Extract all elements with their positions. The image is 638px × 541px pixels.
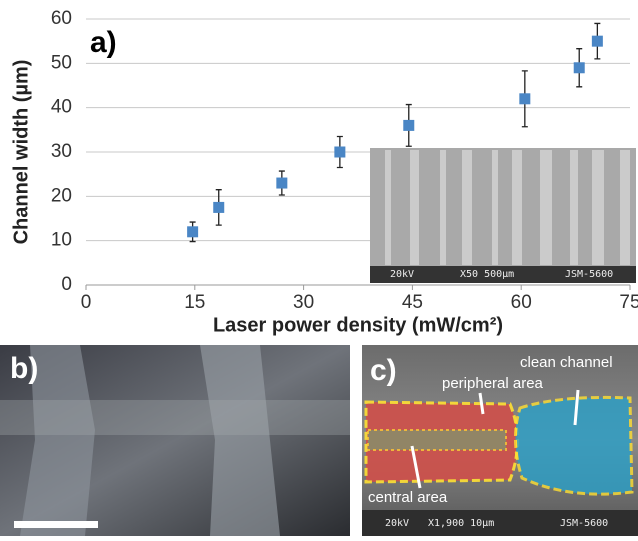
point bbox=[574, 62, 585, 73]
y-tick-label: 0 bbox=[61, 274, 72, 295]
annotation: clean channel bbox=[520, 354, 613, 371]
y-tick-label: 50 bbox=[51, 52, 72, 73]
x-tick-label: 30 bbox=[293, 292, 314, 313]
point bbox=[276, 178, 287, 189]
inset-voltage: 20kV bbox=[390, 269, 414, 280]
x-tick-label: 60 bbox=[511, 292, 532, 313]
x-tick-label: 75 bbox=[619, 292, 638, 313]
inset-magnification: X50 500µm bbox=[460, 269, 514, 280]
panel-label: c) bbox=[370, 354, 397, 387]
point bbox=[403, 120, 414, 131]
x-tick-label: 0 bbox=[81, 292, 92, 313]
panel-label: a) bbox=[90, 26, 117, 59]
point bbox=[592, 36, 603, 47]
y-tick-label: 60 bbox=[51, 8, 72, 29]
sem-inset: 20kV X50 500µm JSM-5600 bbox=[370, 148, 636, 283]
x-tick-label: 15 bbox=[184, 292, 205, 313]
y-tick-label: 20 bbox=[51, 185, 72, 206]
annotation: central area bbox=[368, 489, 448, 506]
point bbox=[213, 202, 224, 213]
y-tick-label: 30 bbox=[51, 141, 72, 162]
sem-voltage: 20kV bbox=[385, 518, 409, 529]
panel-c: c) peripheral area clean channel central… bbox=[362, 345, 638, 536]
annotation: peripheral area bbox=[442, 375, 544, 392]
page: {"chart_data": {"type": "scatter", "pane… bbox=[0, 0, 638, 536]
point bbox=[187, 226, 198, 237]
x-axis-label: Laser power density (mW/cm²) bbox=[213, 314, 503, 336]
point bbox=[519, 93, 530, 104]
figure: 20kV X50 500µm JSM-5600 b) c) peripheral… bbox=[0, 0, 638, 536]
y-tick-label: 10 bbox=[51, 230, 72, 251]
panel-label: b) bbox=[10, 352, 38, 385]
inset-instrument: JSM-5600 bbox=[565, 269, 613, 280]
y-axis-label: Channel width (µm) bbox=[10, 60, 32, 245]
panel-b: b) bbox=[0, 345, 350, 536]
sem-magnification: X1,900 10µm bbox=[428, 518, 494, 529]
sem-instrument: JSM-5600 bbox=[560, 518, 608, 529]
x-tick-label: 45 bbox=[402, 292, 423, 313]
point bbox=[334, 147, 345, 158]
y-tick-label: 40 bbox=[51, 97, 72, 118]
